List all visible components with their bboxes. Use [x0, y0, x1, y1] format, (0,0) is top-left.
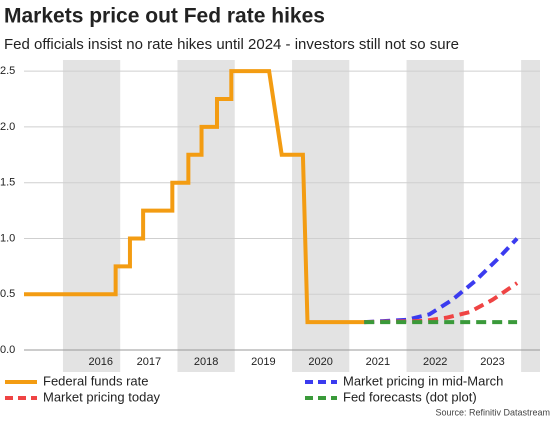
- y-tick-label: 0.5: [0, 288, 15, 300]
- x-tick-label: 2023: [480, 356, 504, 368]
- source: Source: Refinitiv Datastream: [435, 407, 550, 417]
- x-tick-label: 2019: [251, 356, 275, 368]
- plot-area: [24, 60, 540, 372]
- x-tick-label: 2020: [308, 356, 332, 368]
- legend-label: Federal funds rate: [43, 373, 149, 388]
- chart-title: Markets price out Fed rate hikes: [4, 5, 325, 28]
- y-tick-label: 1.5: [0, 177, 15, 189]
- legend-label: Market pricing today: [43, 389, 161, 404]
- y-tick-label: 0.0: [0, 344, 15, 356]
- legend-label: Market pricing in mid-March: [343, 373, 503, 388]
- year-shade: [292, 60, 350, 372]
- year-shade: [521, 60, 540, 372]
- x-tick-label: 2021: [366, 356, 390, 368]
- y-tick-label: 2.0: [0, 121, 15, 133]
- x-tick-label: 2017: [137, 356, 161, 368]
- x-tick-label: 2018: [194, 356, 218, 368]
- y-tick-label: 1.0: [0, 232, 15, 244]
- year-shade: [406, 60, 464, 372]
- x-tick-label: 2016: [88, 356, 112, 368]
- legend-label: Fed forecasts (dot plot): [343, 389, 477, 404]
- year-shade: [62, 60, 121, 372]
- year-shade: [177, 60, 235, 372]
- series-line: [24, 69, 365, 325]
- y-tick-label: 2.5: [0, 65, 15, 77]
- chart-subtitle: Fed officials insist no rate hikes until…: [4, 36, 459, 53]
- x-tick-label: 2022: [423, 356, 447, 368]
